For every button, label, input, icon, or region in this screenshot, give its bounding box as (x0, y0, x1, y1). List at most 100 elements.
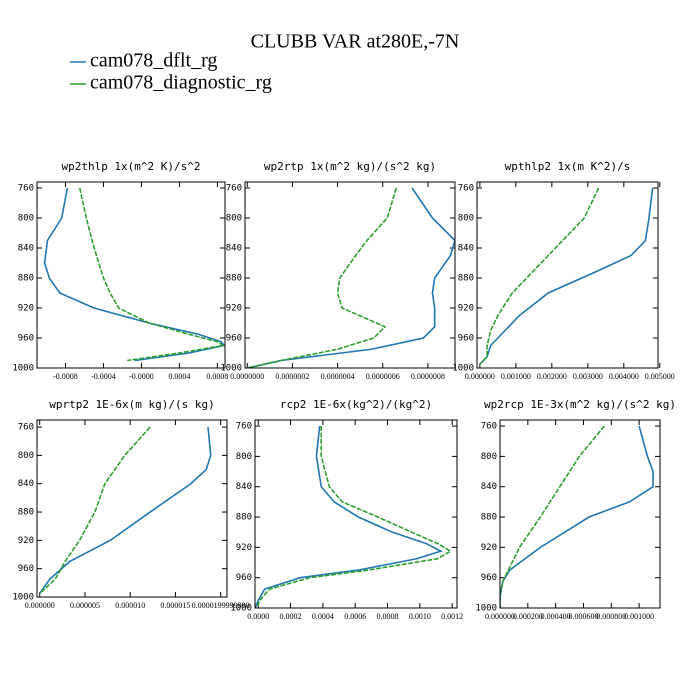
series-line (500, 425, 605, 608)
y-tick-label: 760 (18, 184, 34, 194)
y-tick-label: 840 (226, 244, 242, 254)
y-tick-label: 760 (236, 422, 252, 432)
x-tick-label: 0.0000004 (321, 372, 355, 381)
y-tick-label: 960 (18, 564, 34, 574)
x-tick-label: -0.0000 (129, 372, 154, 381)
panel-title: wp2thlp 1x(m^2 K)/s^2 (61, 160, 200, 173)
y-tick-label: 840 (18, 244, 34, 254)
panel-title: wpthlp2 1x(m K^2)/s (505, 160, 631, 173)
panel-title: wp2rcp 1E-3x(m^2 kg)/(s^2 kg) (484, 398, 676, 411)
series-line (479, 187, 654, 365)
y-tick-label: 1000 (12, 364, 34, 374)
x-tick-label: -0.0008 (53, 372, 78, 381)
y-tick-label: 1000 (475, 604, 497, 614)
x-tick-label: 0.003000 (573, 372, 603, 381)
chart-title: CLUBB VAR at280E,-7N (251, 31, 460, 53)
x-tick-label: 0.0010 (409, 612, 431, 621)
panel-title: rcp2 1E-6x(kg^2)/(kg^2) (280, 398, 432, 411)
y-tick-label: 800 (458, 214, 474, 224)
y-tick-label: 960 (481, 573, 497, 583)
y-tick-label: 840 (236, 482, 252, 492)
x-tick-label: 0.0012 (441, 612, 463, 621)
y-tick-label: 960 (18, 334, 34, 344)
x-tick-label: 0.0000008 (411, 372, 445, 381)
x-tick-label: 0.000200 (513, 612, 543, 621)
y-tick-label: 1000 (220, 364, 242, 374)
x-tick-label: 0.0000006 (366, 372, 400, 381)
y-tick-label: 840 (458, 244, 474, 254)
series-line (39, 426, 151, 595)
y-tick-label: 960 (458, 334, 474, 344)
y-tick-label: 920 (226, 304, 242, 314)
y-tick-label: 800 (226, 214, 242, 224)
series-line (247, 187, 398, 368)
y-tick-label: 880 (18, 508, 34, 518)
y-tick-label: 760 (481, 422, 497, 432)
plot-frame (36, 419, 228, 598)
x-tick-label: 0.001000 (624, 612, 654, 621)
y-tick-label: 760 (18, 423, 34, 433)
x-tick-label: 0.000015 (160, 601, 190, 610)
plot-frame (499, 419, 661, 609)
y-tick-label: 1000 (230, 604, 252, 614)
x-tick-label: 0.000000 (25, 601, 55, 610)
y-tick-label: 920 (236, 543, 252, 553)
y-tick-label: 800 (236, 452, 252, 462)
y-tick-label: 800 (18, 451, 34, 461)
series-line (247, 187, 455, 368)
plot-lines (43, 187, 225, 362)
x-tick-label: 0.000010 (115, 601, 145, 610)
x-tick-label: 0.0002 (280, 612, 302, 621)
x-tick-label: 0.000800 (596, 612, 626, 621)
x-tick-label: -0.0004 (91, 372, 116, 381)
plot-lines (255, 425, 453, 608)
series-line (479, 187, 600, 365)
y-tick-label: 880 (458, 274, 474, 284)
plot-frame (36, 181, 226, 369)
y-tick-label: 880 (18, 274, 34, 284)
plot-lines (39, 426, 212, 595)
y-tick-label: 920 (18, 536, 34, 546)
panel-title: wprtp2 1E-6x(m kg)/(s kg) (49, 398, 215, 411)
x-tick-label: 0.0008 (206, 372, 228, 381)
legend-label: cam078_dflt_rg (90, 50, 217, 72)
x-tick-label: 0.0006 (344, 612, 366, 621)
y-tick-label: 960 (226, 334, 242, 344)
x-tick-label: 0.000400 (541, 612, 571, 621)
x-tick-label: 0.002000 (537, 372, 567, 381)
x-tick-label: 0.000000 (485, 612, 515, 621)
plot-lines (500, 425, 654, 608)
y-tick-label: 840 (481, 482, 497, 492)
x-tick-label: 0.0000199999990 (192, 601, 250, 610)
x-tick-label: 0.000600 (568, 612, 598, 621)
y-tick-label: 1000 (12, 593, 34, 603)
x-tick-label: 0.0000000 (230, 372, 264, 381)
y-tick-label: 800 (481, 452, 497, 462)
x-tick-label: 0.004000 (609, 372, 639, 381)
series-line (43, 187, 225, 362)
x-tick-label: 0.0008 (377, 612, 399, 621)
y-tick-label: 960 (236, 573, 252, 583)
y-tick-label: 840 (18, 479, 34, 489)
y-tick-label: 760 (458, 184, 474, 194)
panel-title: wp2rtp 1x(m^2 kg)/(s^2 kg) (264, 160, 436, 173)
x-tick-label: 0.0000 (247, 612, 269, 621)
y-tick-label: 920 (481, 543, 497, 553)
y-tick-label: 760 (226, 184, 242, 194)
series-line (78, 187, 225, 362)
x-tick-label: 0.001000 (501, 372, 531, 381)
y-tick-label: 880 (481, 513, 497, 523)
x-tick-label: 0.0004 (168, 372, 190, 381)
y-tick-label: 920 (458, 304, 474, 314)
y-tick-label: 880 (236, 513, 252, 523)
y-tick-label: 920 (18, 304, 34, 314)
y-tick-label: 800 (18, 214, 34, 224)
x-tick-label: 0.000000 (465, 372, 495, 381)
plot-frame (244, 181, 456, 369)
series-line (255, 425, 443, 608)
plot-lines (247, 187, 455, 368)
series-line (39, 427, 212, 594)
x-tick-label: 0.005000 (645, 372, 675, 381)
x-tick-label: 0.0000002 (275, 372, 309, 381)
